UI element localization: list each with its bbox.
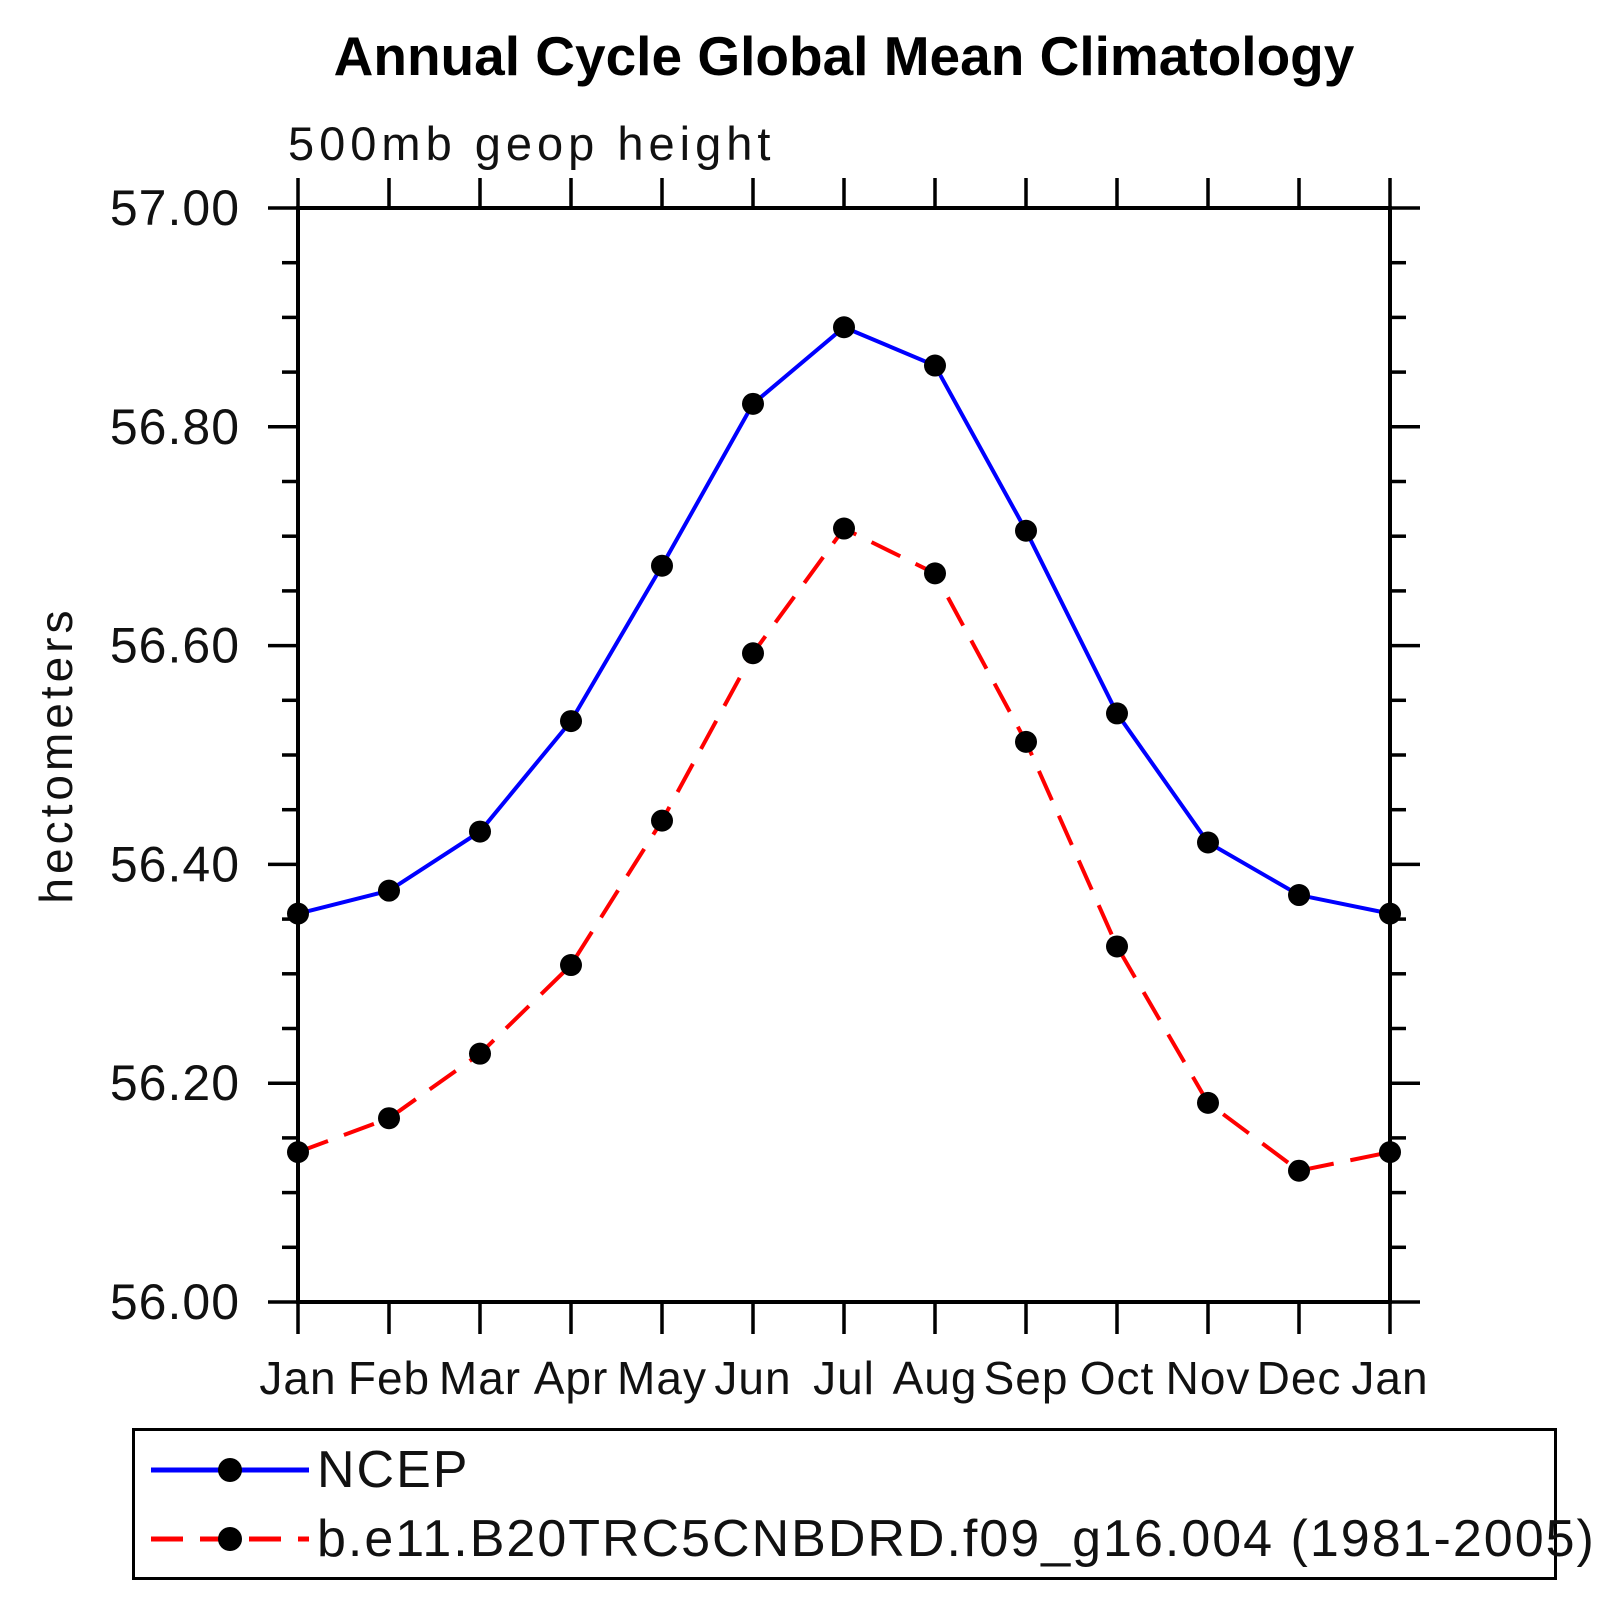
legend-sample-marker-icon <box>218 1526 242 1551</box>
data-point-marker <box>924 562 946 585</box>
data-point-marker <box>378 1107 400 1130</box>
data-point-marker <box>1106 935 1128 958</box>
chart-subtitle: 500mb geop height <box>288 117 776 170</box>
x-tick-label: Sep <box>984 1352 1069 1404</box>
y-axis-label: hectometers <box>30 606 82 903</box>
data-point-marker <box>742 392 764 415</box>
y-tick-label: 56.00 <box>110 1274 240 1330</box>
legend-line-sample-dashed <box>151 1526 309 1551</box>
x-tick-label: Jan <box>259 1352 336 1404</box>
x-tick-label: Apr <box>534 1352 609 1404</box>
y-tick-label: 57.00 <box>110 180 240 236</box>
x-tick-label: Mar <box>439 1352 521 1404</box>
data-point-marker <box>651 809 673 832</box>
data-point-marker <box>833 316 855 339</box>
x-tick-label: Dec <box>1257 1352 1342 1404</box>
data-point-marker <box>560 710 582 733</box>
data-point-marker <box>469 820 491 843</box>
data-point-marker <box>924 354 946 377</box>
x-tick-label: Jul <box>813 1352 875 1404</box>
y-tick-label: 56.80 <box>110 399 240 455</box>
series-line-ncep <box>297 324 1391 916</box>
data-point-marker <box>1379 1141 1401 1164</box>
data-point-marker <box>651 554 673 577</box>
data-point-marker <box>287 1141 309 1164</box>
y-tick-label: 56.20 <box>110 1055 240 1111</box>
legend-sample-marker-icon <box>218 1457 242 1482</box>
data-point-marker <box>833 517 855 540</box>
x-tick-label: Jun <box>714 1352 791 1404</box>
data-point-marker <box>1197 1091 1219 1114</box>
x-tick-label: Aug <box>893 1352 978 1404</box>
legend-item-ncep: NCEP <box>143 1438 1554 1502</box>
x-tick-label: Jan <box>1351 1352 1428 1404</box>
legend-line-sample-solid <box>151 1457 309 1482</box>
data-point-marker <box>560 954 582 977</box>
x-tick-label: Nov <box>1166 1352 1251 1404</box>
data-point-marker <box>1015 519 1037 542</box>
x-tick-label: May <box>617 1352 707 1404</box>
data-point-marker <box>287 902 309 925</box>
data-point-marker <box>1106 702 1128 725</box>
y-tick-label: 56.40 <box>110 836 240 892</box>
legend-box: NCEP b.e11.B20TRC5CNBDRD.f09_g16.004 (19… <box>132 1428 1594 1580</box>
legend-label: b.e11.B20TRC5CNBDRD.f09_g16.004 (1981-20… <box>317 1509 1596 1568</box>
x-tick-label: Oct <box>1080 1352 1155 1404</box>
y-tick-label: 56.60 <box>110 618 240 674</box>
data-point-marker <box>378 879 400 902</box>
data-point-marker <box>469 1042 491 1065</box>
chart-title: Annual Cycle Global Mean Climatology <box>333 25 1355 87</box>
data-point-marker <box>1197 831 1219 854</box>
series-line-model <box>297 526 1391 1173</box>
data-point-marker <box>742 642 764 665</box>
legend-label: NCEP <box>317 1440 470 1499</box>
data-point-marker <box>1288 1159 1310 1182</box>
data-point-marker <box>1379 902 1401 925</box>
data-point-marker <box>1015 730 1037 753</box>
plot-box <box>296 206 1392 1304</box>
data-point-marker <box>1288 884 1310 907</box>
x-tick-label: Feb <box>348 1352 430 1404</box>
legend-item-model: b.e11.B20TRC5CNBDRD.f09_g16.004 (1981-20… <box>143 1507 1594 1571</box>
